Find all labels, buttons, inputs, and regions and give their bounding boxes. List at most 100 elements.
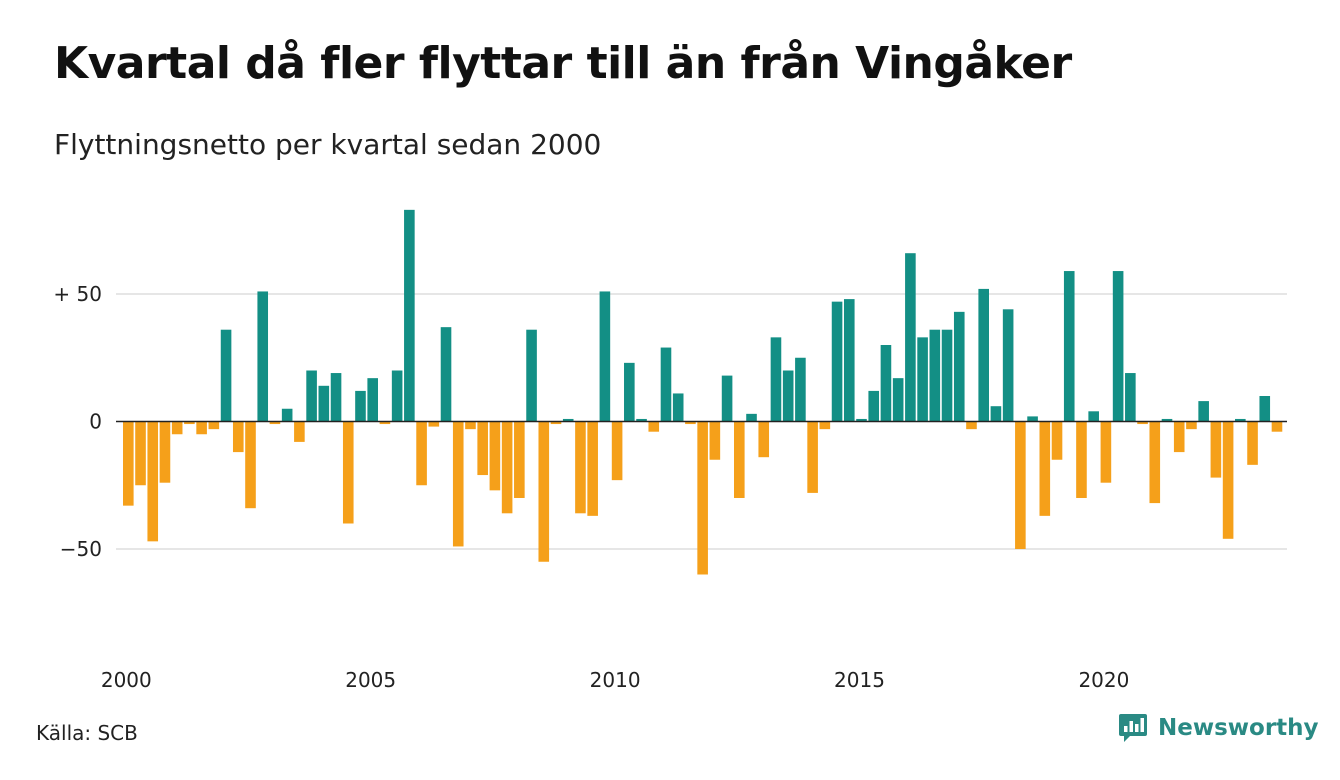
- bar: [868, 390, 880, 422]
- bar: [1173, 421, 1185, 453]
- bar: [905, 253, 916, 422]
- y-tick-label: −50: [60, 537, 102, 561]
- x-tick-label: 2020: [1078, 668, 1129, 692]
- bar: [1137, 421, 1148, 425]
- brand-logo: Newsworthy: [1118, 712, 1319, 744]
- bar: [1112, 271, 1124, 422]
- chart-title: Kvartal då fler flyttar till än från Vin…: [54, 38, 1072, 89]
- chart-subtitle: Flyttningsnetto per kvartal sedan 2000: [54, 128, 602, 161]
- bar: [1076, 421, 1087, 498]
- bar: [159, 421, 171, 483]
- bar: [1015, 421, 1026, 549]
- bar: [147, 421, 159, 542]
- bar: [892, 378, 904, 422]
- bar: [1100, 421, 1112, 483]
- bar: [440, 327, 452, 422]
- x-tick-label: 2005: [345, 668, 396, 692]
- bar: [1125, 373, 1136, 422]
- bar: [123, 421, 134, 506]
- bar: [685, 421, 696, 425]
- bar: [220, 329, 232, 422]
- bar: [550, 421, 562, 425]
- bar: [843, 299, 855, 422]
- bar: [709, 421, 721, 460]
- bar: [477, 421, 488, 476]
- bar: [1002, 309, 1014, 422]
- bar: [1063, 271, 1075, 422]
- bar: [465, 421, 476, 430]
- bar: [342, 421, 354, 524]
- bar: [819, 421, 831, 430]
- bar: [489, 421, 501, 491]
- bar: [562, 418, 574, 422]
- bar: [1247, 421, 1258, 465]
- bar: [318, 385, 330, 422]
- bar: [330, 373, 342, 422]
- bar: [929, 329, 941, 422]
- bar: [831, 301, 843, 422]
- bar: [184, 421, 195, 425]
- bar: [1039, 421, 1051, 516]
- bar: [1210, 421, 1222, 478]
- bar: [1222, 421, 1234, 539]
- bar: [501, 421, 513, 514]
- bar: [1161, 418, 1173, 422]
- bar: [306, 370, 317, 422]
- bar: [428, 421, 440, 427]
- bar: [1259, 396, 1271, 422]
- bar: [367, 378, 378, 422]
- bar: [770, 337, 782, 422]
- bar: [599, 291, 611, 422]
- bar: [416, 421, 427, 486]
- y-tick-label: 0: [89, 410, 102, 434]
- bar: [1051, 421, 1063, 460]
- bar: [611, 421, 623, 481]
- bar: [452, 421, 464, 547]
- bar: [990, 406, 1002, 422]
- bar: [648, 421, 660, 432]
- bar: [355, 390, 366, 422]
- bar: [978, 288, 989, 422]
- bar: [746, 413, 757, 422]
- bar: [391, 370, 403, 422]
- bar: [636, 418, 647, 422]
- bar: [245, 421, 256, 509]
- bar: [672, 393, 684, 422]
- bar: [734, 421, 745, 498]
- bar: [526, 329, 537, 422]
- bar: [208, 421, 220, 430]
- bar: [758, 421, 770, 458]
- bar: [232, 421, 244, 453]
- bar: [196, 421, 207, 435]
- bar: [1149, 421, 1161, 504]
- bar: [1235, 418, 1246, 422]
- newsworthy-logo-icon: [1119, 714, 1147, 742]
- bar: [917, 337, 928, 422]
- bar: [379, 421, 391, 425]
- bar: [1027, 416, 1038, 422]
- bar: [624, 362, 635, 422]
- bar: [1088, 411, 1099, 422]
- bars: [123, 209, 1283, 575]
- source-note: Källa: SCB: [36, 721, 138, 745]
- bar: [782, 370, 794, 422]
- bar: [1198, 401, 1209, 422]
- bar: [281, 408, 293, 422]
- bar: [1271, 421, 1283, 432]
- x-tick-label: 2015: [834, 668, 885, 692]
- bar: [941, 329, 953, 422]
- bar: [721, 375, 733, 422]
- brand-name: Newsworthy: [1158, 715, 1319, 741]
- bar: [135, 421, 146, 486]
- axes: + 50 0 −50 2000 2005 2010 2015 2020: [53, 282, 1287, 692]
- bar: [171, 421, 183, 435]
- bar: [856, 418, 867, 422]
- x-tick-label: 2010: [590, 668, 641, 692]
- bar: [294, 421, 305, 442]
- bar: [795, 357, 806, 422]
- bar: [660, 347, 672, 422]
- bar: [966, 421, 977, 430]
- bar: [1186, 421, 1197, 430]
- bar: [404, 209, 415, 422]
